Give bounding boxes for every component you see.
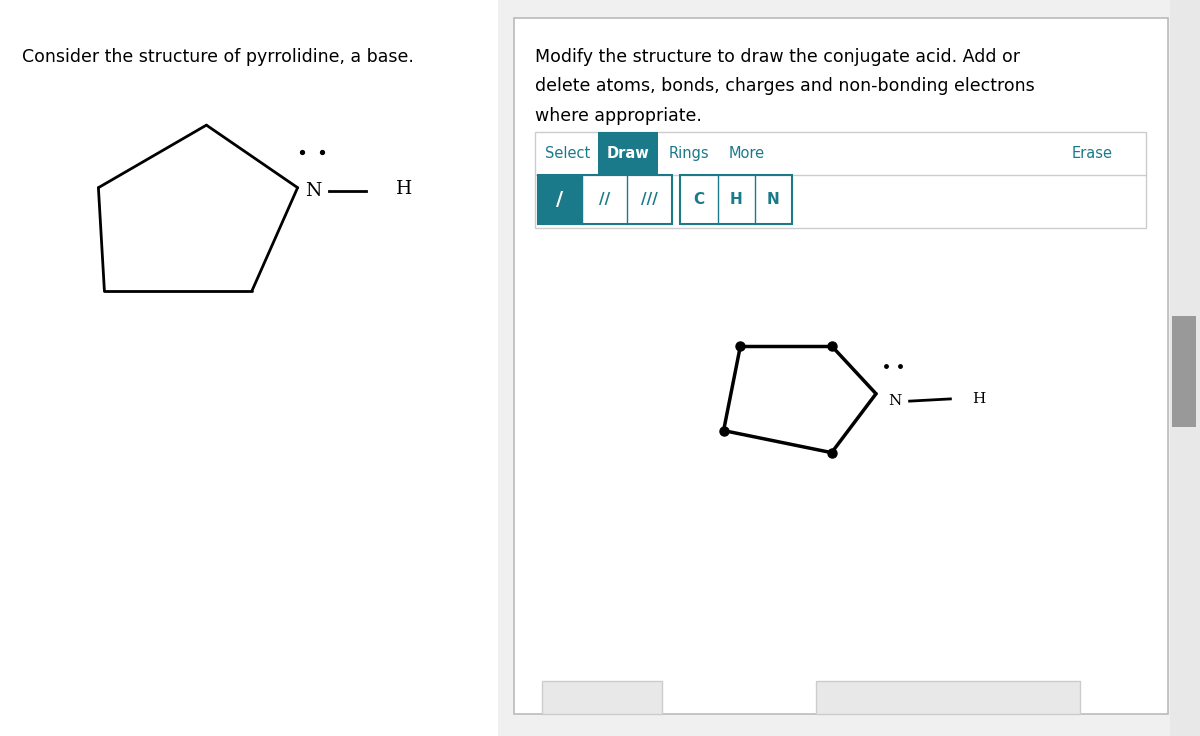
Text: H: H (972, 392, 985, 406)
Bar (1170, 0, 1200, 736)
Text: N: N (767, 192, 780, 208)
Text: H: H (396, 180, 413, 198)
Text: Rings: Rings (668, 146, 709, 161)
Bar (542, 681, 662, 714)
Text: //: // (599, 192, 611, 208)
Text: Draw: Draw (606, 146, 649, 161)
Text: Erase: Erase (1072, 146, 1112, 161)
Bar (1172, 316, 1196, 427)
Bar (680, 175, 792, 224)
Text: N: N (888, 394, 901, 408)
Bar (598, 132, 658, 175)
Text: N: N (305, 183, 322, 200)
Bar (538, 175, 672, 224)
Text: /: / (557, 191, 564, 209)
Text: Consider the structure of pyrrolidine, a base.: Consider the structure of pyrrolidine, a… (22, 48, 414, 66)
Text: where appropriate.: where appropriate. (535, 107, 702, 124)
Bar (0, 0, 498, 736)
Text: ///: /// (641, 192, 658, 208)
Bar (816, 681, 1080, 714)
Text: More: More (728, 146, 766, 161)
Text: H: H (730, 192, 743, 208)
Text: Select: Select (545, 146, 590, 161)
Text: C: C (694, 192, 704, 208)
Text: Modify the structure to draw the conjugate acid. Add or: Modify the structure to draw the conjuga… (535, 48, 1020, 66)
Bar (514, 18, 1168, 714)
Text: delete atoms, bonds, charges and non-bonding electrons: delete atoms, bonds, charges and non-bon… (535, 77, 1034, 95)
Bar (538, 175, 582, 224)
Bar (535, 132, 1146, 228)
